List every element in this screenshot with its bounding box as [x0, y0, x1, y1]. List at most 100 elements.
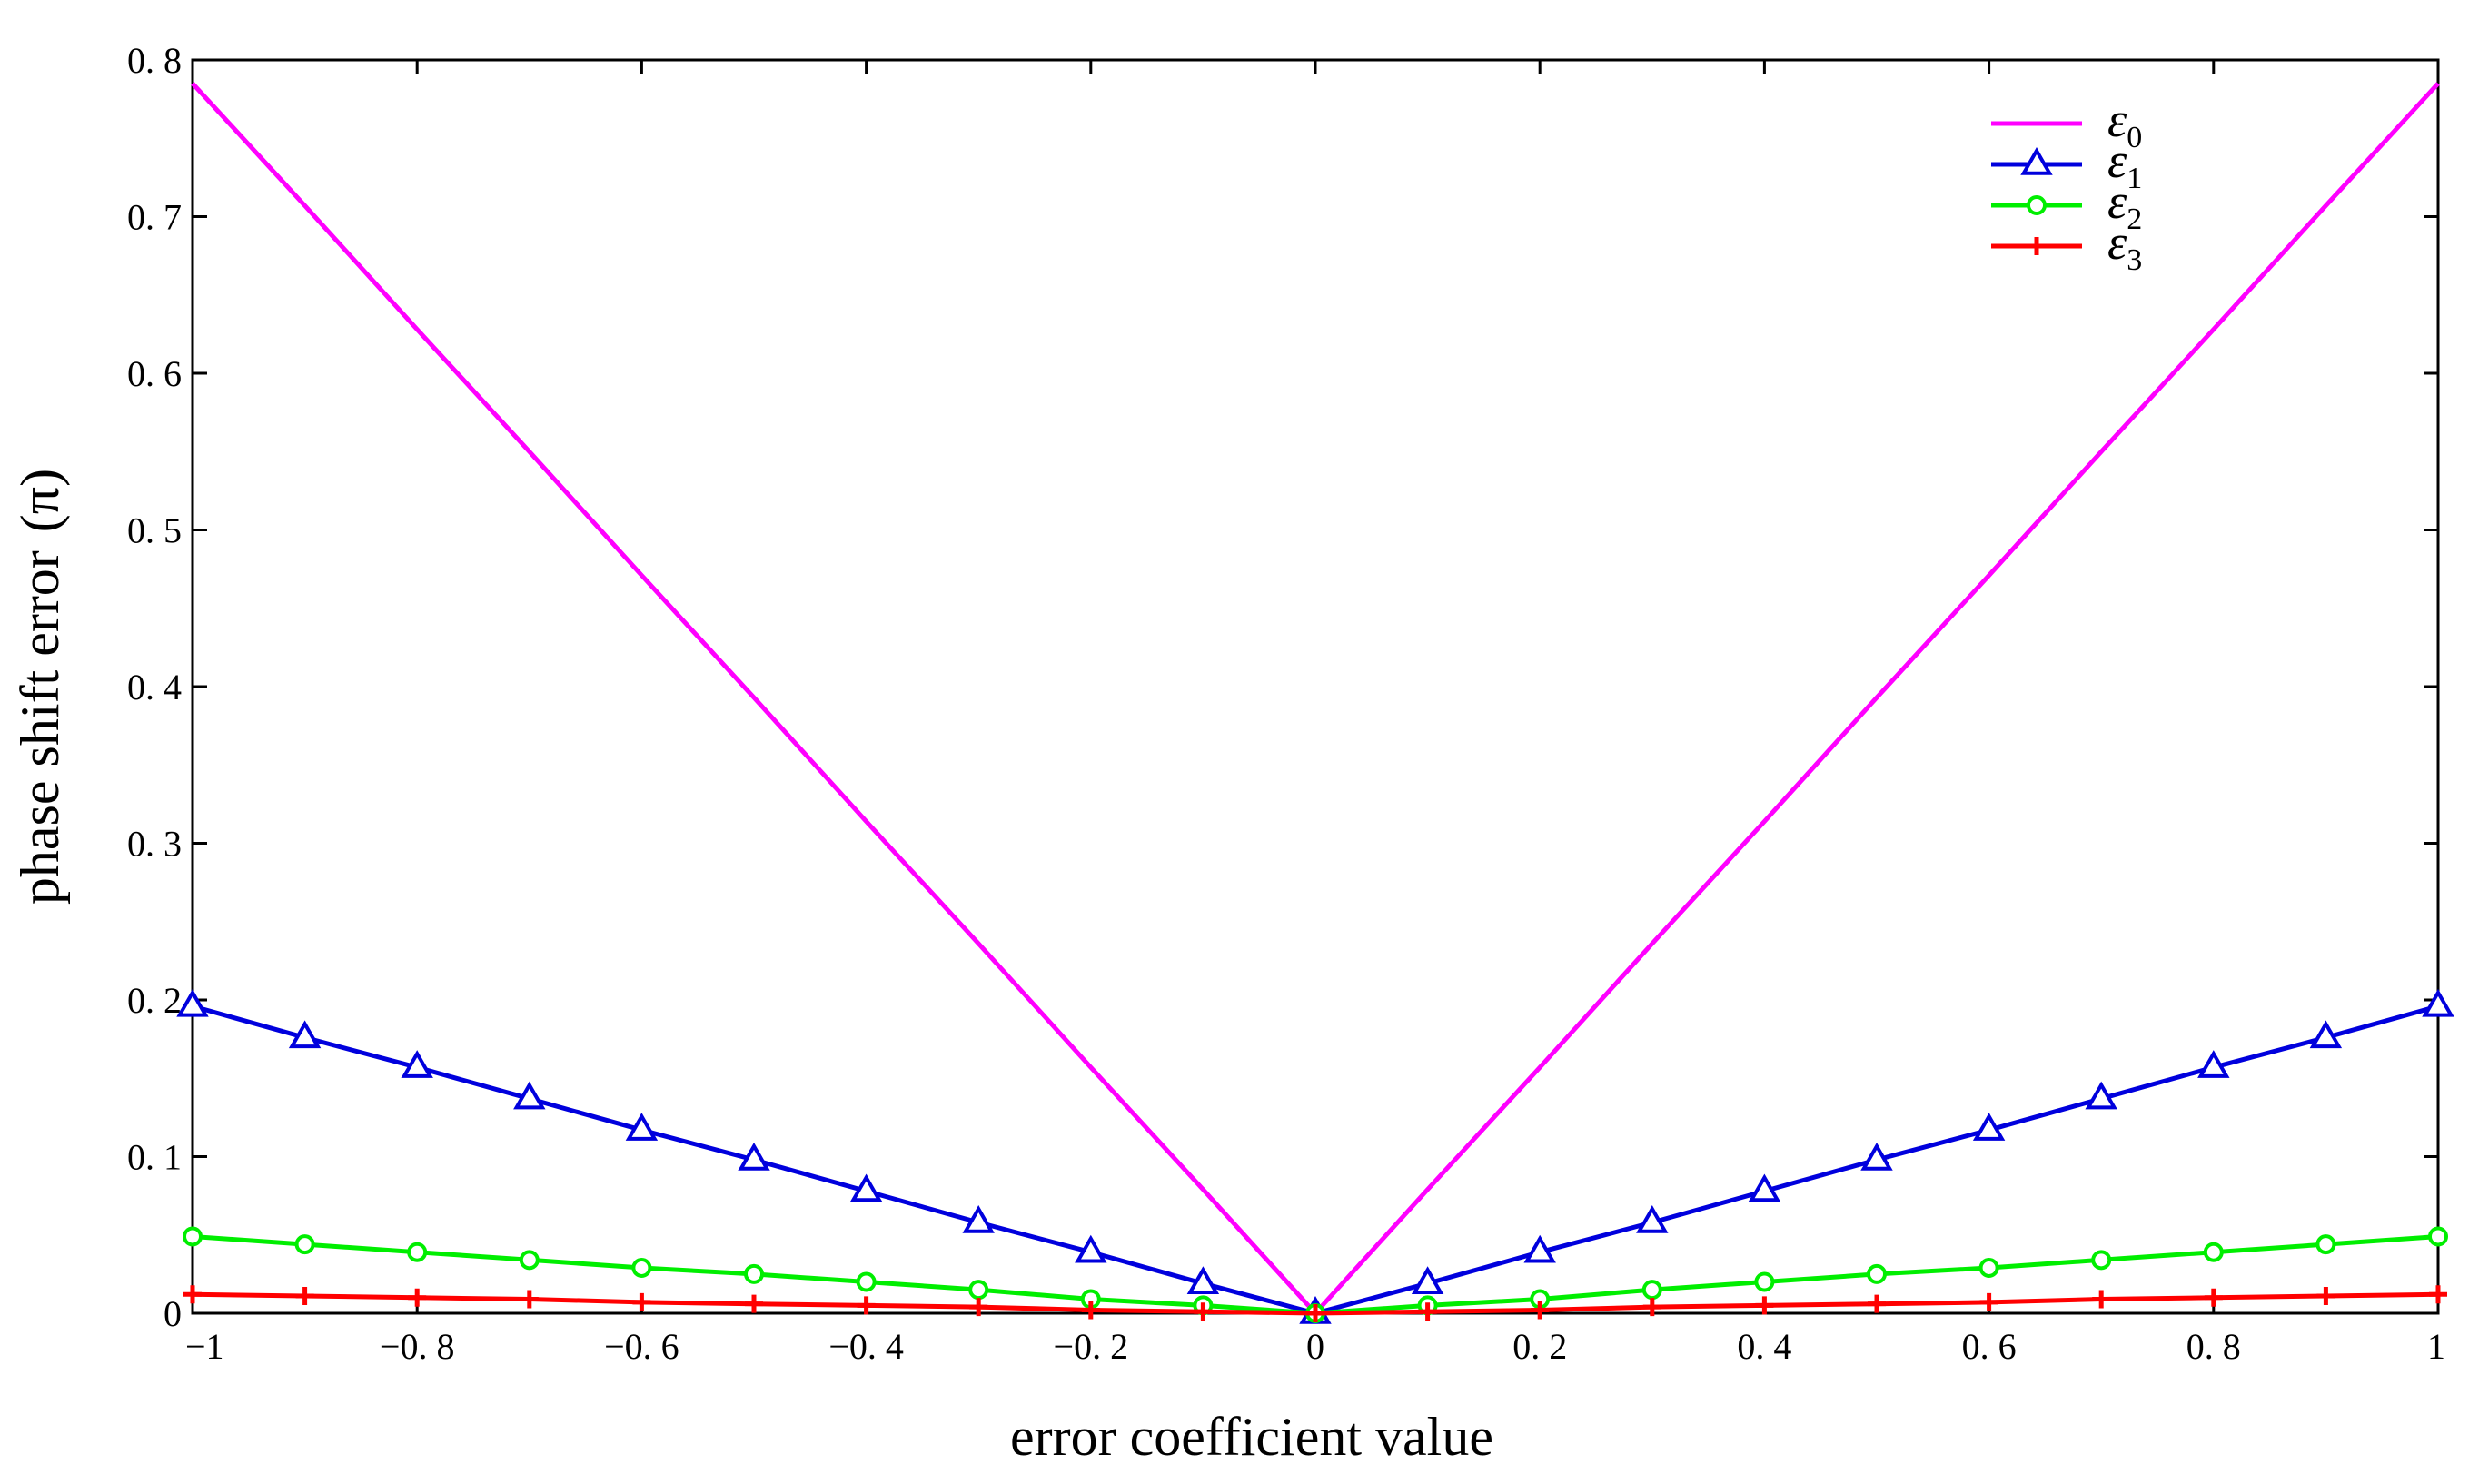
legend-item: ε3 [1991, 215, 2142, 277]
data-point [968, 1280, 989, 1301]
y-tick-label: 0. 1 [127, 1137, 182, 1178]
data-point [1186, 1266, 1220, 1294]
data-point [1748, 1173, 1781, 1202]
data-point [2315, 1234, 2336, 1255]
legend-label-symbol: ε [2107, 93, 2127, 147]
data-point [1972, 1113, 2006, 1141]
data-point [2091, 1250, 2112, 1271]
data-point [1636, 1204, 1669, 1233]
series-3 [183, 1285, 2447, 1322]
legend-marker [2027, 195, 2047, 215]
data-point [183, 1285, 202, 1304]
y-axis-title: phase shift error (π) [10, 469, 70, 905]
legend-label-subscript: 3 [2127, 243, 2142, 277]
legend-item: ε0 [1991, 93, 2142, 154]
data-point [1418, 1302, 1437, 1321]
data-point [1075, 1234, 1107, 1263]
data-point [1306, 1304, 1324, 1322]
data-point [519, 1250, 540, 1271]
data-point [1081, 1301, 1100, 1320]
plot-frame [191, 58, 2440, 1315]
x-tick-label: −0. 6 [604, 1326, 679, 1367]
data-point [1755, 1296, 1774, 1315]
data-point [1194, 1302, 1213, 1321]
data-point [407, 1242, 428, 1262]
legend-marker [2028, 237, 2046, 255]
series-line [191, 82, 2440, 1316]
x-tick-label: 1 [2427, 1326, 2445, 1367]
data-point [2204, 1288, 2223, 1307]
data-point [1411, 1266, 1444, 1294]
legend-label: ε1 [2107, 134, 2142, 195]
legend-label: ε2 [2107, 174, 2142, 236]
legend-label-subscript: 2 [2127, 203, 2142, 236]
data-point [1754, 1271, 1775, 1292]
data-point [631, 1257, 652, 1278]
data-point [969, 1298, 988, 1317]
legend-label: ε0 [2107, 93, 2142, 154]
data-point [294, 1234, 315, 1255]
legend-marker [2020, 146, 2053, 175]
y-axis-title-unit: (π) [10, 469, 70, 532]
data-point [2092, 1290, 2111, 1309]
data-point [2422, 988, 2454, 1017]
data-point [2203, 1242, 2224, 1262]
y-tick-label: 0. 3 [127, 824, 182, 865]
data-point [1978, 1257, 1999, 1278]
data-point [1979, 1292, 1998, 1311]
data-point [738, 1142, 770, 1171]
data-point [513, 1081, 546, 1110]
y-tick-label: 0. 4 [127, 667, 182, 707]
legend-label-subscript: 1 [2127, 162, 2142, 195]
data-point [2197, 1050, 2230, 1078]
y-tick-label: 0. 7 [127, 197, 182, 238]
x-tick-label: −0. 4 [828, 1326, 904, 1367]
data-point [520, 1290, 539, 1309]
data-point [2428, 1226, 2448, 1247]
data-point [1641, 1280, 1662, 1301]
data-point [857, 1296, 876, 1315]
y-tick-label: 0. 8 [127, 40, 182, 81]
data-point [744, 1263, 764, 1284]
legend-label-symbol: ε [2107, 134, 2127, 188]
y-tick-label: 0. 6 [127, 353, 182, 394]
data-point [1860, 1142, 1893, 1171]
data-point [632, 1292, 651, 1311]
data-point [2429, 1285, 2447, 1304]
data-point [1867, 1263, 1887, 1284]
data-point [962, 1204, 995, 1233]
y-axis-title-text: phase shift error [10, 550, 70, 905]
data-point [183, 1226, 203, 1247]
data-point [1523, 1234, 1556, 1263]
legend-label-symbol: ε [2107, 215, 2127, 270]
series-0 [191, 82, 2440, 1316]
data-point [1531, 1301, 1550, 1320]
x-tick-label: 0. 2 [1512, 1326, 1567, 1367]
x-tick-label: 0. 4 [1737, 1326, 1791, 1367]
x-tick-label: −0. 8 [380, 1326, 455, 1367]
axis-tick-labels: −1 −0. 8 −0. 6 −0. 4 −0. 2 0 0. 2 0. 4 0. 6 0. 8 1… [127, 40, 2445, 1367]
legend-item: ε1 [1991, 134, 2142, 195]
axis-ticks [191, 58, 2440, 1315]
x-tick-label: −0. 2 [1054, 1326, 1129, 1367]
data-point [288, 1020, 322, 1049]
y-tick-label: 0 [164, 1293, 182, 1334]
legend-label-symbol: ε [2107, 174, 2127, 229]
x-tick-label: 0 [1306, 1326, 1324, 1367]
x-tick-label: −1 [185, 1326, 224, 1367]
data-point [295, 1287, 314, 1306]
data-point [2085, 1081, 2117, 1110]
y-tick-label: 0. 2 [127, 980, 182, 1021]
data-point [856, 1271, 877, 1292]
data-point [625, 1113, 659, 1141]
data-point [401, 1050, 433, 1078]
data-point [745, 1294, 763, 1313]
legend-label: ε3 [2107, 215, 2142, 277]
data-point [1642, 1298, 1661, 1317]
legend-item: ε2 [1991, 174, 2142, 236]
data-point [176, 988, 209, 1017]
data-point [2309, 1020, 2343, 1049]
series-1 [176, 988, 2454, 1324]
